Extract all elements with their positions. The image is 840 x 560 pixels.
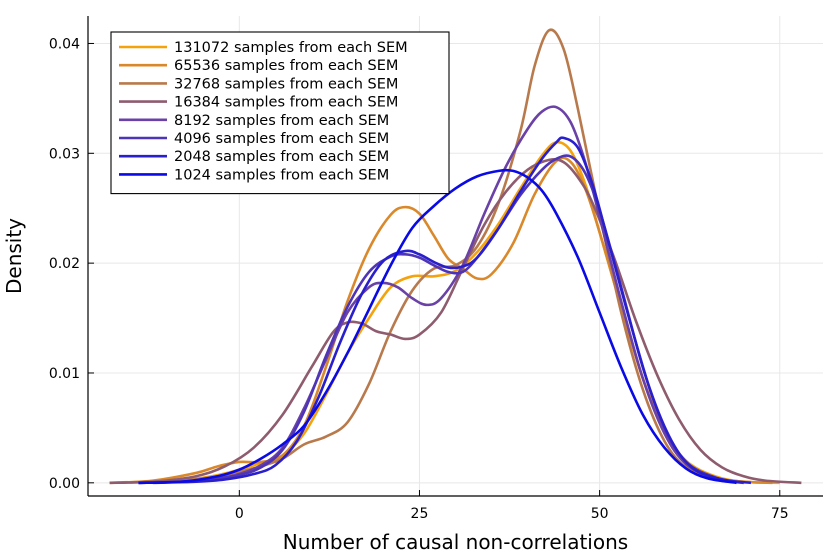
x-axis-ticks: 0 25 50 75 <box>235 490 789 522</box>
y-axis-ticks: 0.00 0.01 0.02 0.03 0.04 <box>49 36 94 492</box>
legend-label-4: 8192 samples from each SEM <box>174 113 389 129</box>
series-line-7 <box>138 168 737 485</box>
x-tick-label-0: 0 <box>235 506 244 522</box>
series-line-4 <box>138 105 744 485</box>
legend-label-5: 4096 samples from each SEM <box>174 131 389 147</box>
x-tick-label-3: 75 <box>771 506 789 522</box>
legend-label-6: 2048 samples from each SEM <box>174 149 389 165</box>
series-line-3 <box>109 157 802 485</box>
y-tick-label-4: 0.04 <box>49 36 80 52</box>
legend-label-1: 65536 samples from each SEM <box>174 58 398 74</box>
legend: 131072 samples from each SEM 65536 sample… <box>110 31 450 195</box>
density-series <box>109 28 802 485</box>
y-tick-label-2: 0.02 <box>49 256 80 272</box>
y-tick-label-0: 0.00 <box>49 476 80 492</box>
x-tick-label-1: 25 <box>411 506 429 522</box>
x-tick-label-2: 50 <box>591 506 609 522</box>
y-tick-label-3: 0.03 <box>49 146 80 162</box>
axes-frame <box>87 16 823 497</box>
series-line-2 <box>138 28 744 485</box>
series-line-6 <box>152 136 752 485</box>
legend-box <box>110 31 450 195</box>
legend-label-7: 1024 samples from each SEM <box>174 167 389 183</box>
y-axis-title: Density <box>2 218 26 294</box>
legend-label-2: 32768 samples from each SEM <box>174 76 398 92</box>
x-axis-title: Number of causal non-correlations <box>283 530 628 554</box>
legend-label-0: 131072 samples from each SEM <box>174 40 408 56</box>
y-tick-label-1: 0.01 <box>49 366 80 382</box>
legend-label-3: 16384 samples from each SEM <box>174 95 398 111</box>
